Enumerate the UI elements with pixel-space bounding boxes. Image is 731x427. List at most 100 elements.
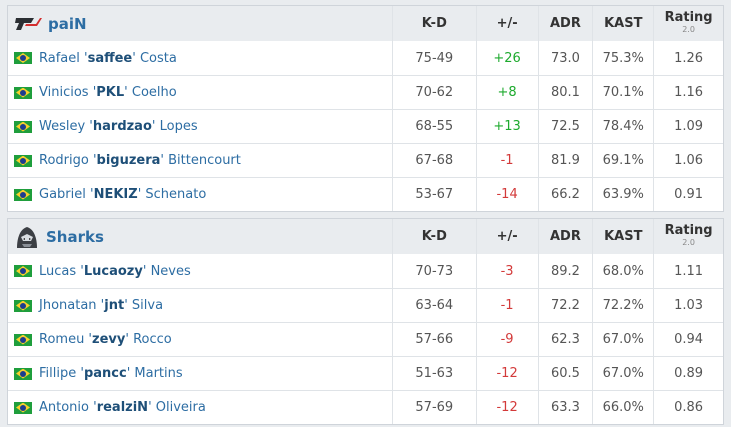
kd-value: 57-69 xyxy=(391,391,476,424)
player-name-link[interactable]: Rafael 'saffee' Costa xyxy=(39,51,177,66)
player-name-link[interactable]: Rodrigo 'biguzera' Bittencourt xyxy=(39,153,241,168)
adr-value: 62.3 xyxy=(537,323,593,356)
player-cell: Gabriel 'NEKIZ' Schenato xyxy=(8,178,392,211)
adr-value: 72.2 xyxy=(537,289,593,322)
plus-minus-value: +26 xyxy=(475,41,538,75)
adr-value: 81.9 xyxy=(537,144,593,177)
player-row: Antonio 'realziN' Oliveira 57-69 -12 63.… xyxy=(8,390,723,424)
team-stats-table-sharks: Sharks K-D +/- ADR KAST Rating 2.0 Lucas… xyxy=(7,218,724,425)
kast-value: 72.2% xyxy=(592,289,653,322)
player-cell: Fillipe 'pancc' Martins xyxy=(8,357,392,390)
kd-value: 53-67 xyxy=(391,178,476,211)
player-row: Gabriel 'NEKIZ' Schenato 53-67 -14 66.2 … xyxy=(8,177,723,211)
team-name[interactable]: Sharks xyxy=(46,227,104,246)
brazil-flag-icon xyxy=(14,299,32,312)
player-first-name: Fillipe ' xyxy=(39,366,84,381)
adr-value: 60.5 xyxy=(537,357,593,390)
player-row: Romeu 'zevy' Rocco 57-66 -9 62.3 67.0% 0… xyxy=(8,322,723,356)
rating-label: Rating xyxy=(664,223,713,238)
kd-value: 70-62 xyxy=(391,76,476,109)
player-cell: Rodrigo 'biguzera' Bittencourt xyxy=(8,144,392,177)
kast-value: 67.0% xyxy=(592,323,653,356)
player-name-link[interactable]: Vinicios 'PKL' Coelho xyxy=(39,85,177,100)
player-row: Wesley 'hardzao' Lopes 68-55 +13 72.5 78… xyxy=(8,109,723,143)
player-nickname: PKL xyxy=(96,85,125,100)
sharks-logo xyxy=(14,224,40,250)
rating-value: 1.26 xyxy=(653,41,723,75)
player-name-link[interactable]: Antonio 'realziN' Oliveira xyxy=(39,400,206,415)
brazil-flag-icon xyxy=(14,333,32,346)
table-header: paiN K-D +/- ADR KAST Rating 2.0 xyxy=(8,6,723,41)
kast-value: 75.3% xyxy=(592,41,653,75)
pain-logo xyxy=(14,17,42,31)
player-cell: Romeu 'zevy' Rocco xyxy=(8,323,392,356)
plus-minus-value: -12 xyxy=(475,391,538,424)
player-first-name: Lucas ' xyxy=(39,263,84,279)
player-last-name: ' Rocco xyxy=(125,332,172,347)
player-name-link[interactable]: Romeu 'zevy' Rocco xyxy=(39,332,172,347)
player-first-name: Antonio ' xyxy=(39,400,97,415)
plus-minus-value: -9 xyxy=(475,323,538,356)
plus-minus-value: -1 xyxy=(475,144,538,177)
player-name-link[interactable]: Lucas 'Lucaozy' Neves xyxy=(39,264,191,279)
brazil-flag-icon xyxy=(14,86,32,99)
col-rating-header[interactable]: Rating 2.0 xyxy=(653,6,723,41)
plus-minus-value: -14 xyxy=(475,178,538,211)
col-kast-header[interactable]: KAST xyxy=(592,6,653,41)
brazil-flag-icon xyxy=(14,401,32,414)
col-kast-header[interactable]: KAST xyxy=(592,219,653,254)
col-adr-header[interactable]: ADR xyxy=(537,219,593,254)
player-nickname: realziN xyxy=(96,400,149,415)
adr-value: 73.0 xyxy=(537,41,593,75)
kd-value: 68-55 xyxy=(391,110,476,143)
brazil-flag-icon xyxy=(14,52,32,64)
player-row: Rafael 'saffee' Costa 75-49 +26 73.0 75.… xyxy=(8,41,723,75)
col-rating-header[interactable]: Rating 2.0 xyxy=(653,219,723,254)
player-cell: Lucas 'Lucaozy' Neves xyxy=(8,254,392,288)
player-nickname: jnt xyxy=(104,298,125,313)
player-name-link[interactable]: Jhonatan 'jnt' Silva xyxy=(39,298,163,313)
col-pm-header[interactable]: +/- xyxy=(475,219,538,254)
col-kd-header[interactable]: K-D xyxy=(391,219,476,254)
player-last-name: ' Coelho xyxy=(124,85,177,100)
team-header[interactable]: paiN xyxy=(8,6,392,41)
rating-label: Rating xyxy=(664,10,713,25)
kd-value: 51-63 xyxy=(391,357,476,390)
team-header[interactable]: Sharks xyxy=(8,219,392,254)
adr-value: 72.5 xyxy=(537,110,593,143)
team-name[interactable]: paiN xyxy=(48,14,87,33)
kd-value: 63-64 xyxy=(391,289,476,322)
kast-value: 66.0% xyxy=(592,391,653,424)
col-adr-header[interactable]: ADR xyxy=(537,6,593,41)
player-name-link[interactable]: Wesley 'hardzao' Lopes xyxy=(39,119,198,134)
player-row: Vinicios 'PKL' Coelho 70-62 +8 80.1 70.1… xyxy=(8,75,723,109)
player-row: Jhonatan 'jnt' Silva 63-64 -1 72.2 72.2%… xyxy=(8,288,723,322)
player-cell: Wesley 'hardzao' Lopes xyxy=(8,110,392,143)
player-row: Lucas 'Lucaozy' Neves 70-73 -3 89.2 68.0… xyxy=(8,254,723,288)
kast-value: 63.9% xyxy=(592,178,653,211)
player-nickname: NEKIZ xyxy=(93,187,138,202)
plus-minus-value: +8 xyxy=(475,76,538,109)
player-name-link[interactable]: Gabriel 'NEKIZ' Schenato xyxy=(39,187,206,202)
rating-value: 1.09 xyxy=(653,110,723,143)
kd-value: 75-49 xyxy=(391,41,476,75)
player-last-name: ' Martins xyxy=(126,366,183,381)
player-cell: Antonio 'realziN' Oliveira xyxy=(8,391,392,424)
player-first-name: Wesley ' xyxy=(39,119,93,134)
player-name-link[interactable]: Fillipe 'pancc' Martins xyxy=(39,366,183,381)
col-pm-header[interactable]: +/- xyxy=(475,6,538,41)
player-last-name: ' Neves xyxy=(142,263,191,279)
col-kd-header[interactable]: K-D xyxy=(391,6,476,41)
player-nickname: hardzao xyxy=(92,119,152,134)
player-row: Rodrigo 'biguzera' Bittencourt 67-68 -1 … xyxy=(8,143,723,177)
adr-value: 80.1 xyxy=(537,76,593,109)
rating-value: 0.94 xyxy=(653,323,723,356)
player-last-name: ' Silva xyxy=(124,298,164,313)
brazil-flag-icon xyxy=(14,188,32,201)
adr-value: 66.2 xyxy=(537,178,593,211)
team-stats-table-pain: paiN K-D +/- ADR KAST Rating 2.0 Rafael … xyxy=(7,5,724,212)
player-first-name: Gabriel ' xyxy=(39,187,94,202)
kast-value: 69.1% xyxy=(592,144,653,177)
kd-value: 67-68 xyxy=(391,144,476,177)
player-last-name: ' Lopes xyxy=(151,119,198,134)
